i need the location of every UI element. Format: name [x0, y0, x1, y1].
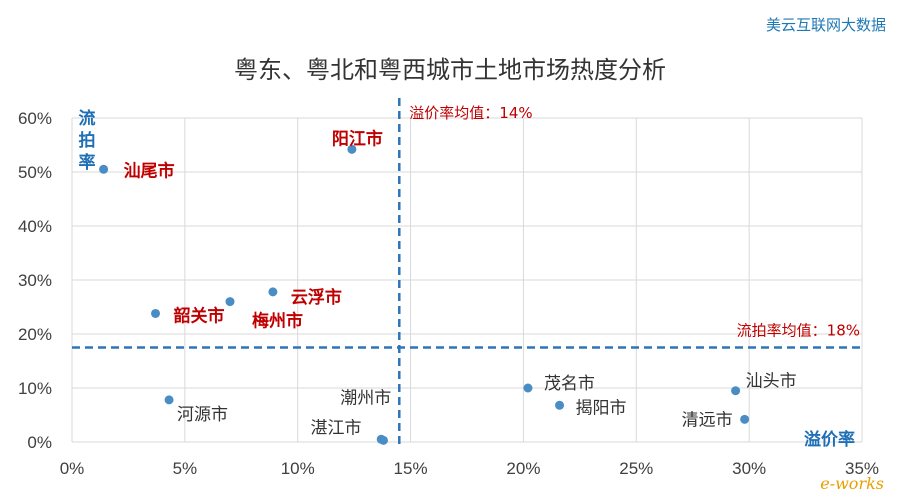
data-point [523, 383, 533, 393]
y-tick-label: 0% [27, 433, 52, 452]
data-point [378, 435, 388, 445]
data-label: 韶关市 [174, 305, 225, 326]
x-tick-label: 30% [732, 459, 766, 478]
watermark-logo: e-works [820, 474, 884, 493]
x-tick-label: 10% [281, 459, 315, 478]
data-point [99, 164, 109, 174]
x-axis-title: 溢价率 [804, 429, 855, 450]
data-point [164, 395, 174, 405]
mean-failure-label: 流拍率均值：18% [737, 322, 860, 340]
data-point [740, 414, 750, 424]
y-tick-label: 60% [18, 109, 52, 128]
data-point [347, 144, 357, 154]
data-label: 湛江市 [310, 418, 361, 438]
y-axis-title: 流拍率 [79, 108, 96, 173]
data-point [731, 386, 741, 396]
data-label: 梅州市 [252, 311, 303, 332]
x-tick-label: 35% [845, 459, 879, 478]
data-label: 河源市 [177, 405, 228, 425]
x-tick-label: 0% [60, 459, 85, 478]
data-label: 揭阳市 [576, 398, 627, 418]
x-tick-label: 15% [394, 459, 428, 478]
data-label: 茂名市 [544, 374, 595, 394]
data-label: 汕头市 [746, 372, 797, 392]
data-point [225, 297, 235, 307]
brand-label: 美云互联网大数据 [765, 16, 886, 34]
x-tick-label: 25% [619, 459, 653, 478]
data-label: 汕尾市 [124, 160, 175, 181]
y-tick-label: 50% [18, 163, 52, 182]
y-tick-label: 30% [18, 271, 52, 290]
mean-premium-label: 溢价率均值：14% [409, 104, 532, 122]
data-label: 阳江市 [332, 128, 383, 149]
y-tick-label: 40% [18, 217, 52, 236]
data-point [151, 308, 161, 318]
chart-title: 粤东、粤北和粤西城市土地市场热度分析 [234, 56, 666, 84]
data-label: 云浮市 [291, 287, 342, 308]
y-tick-label: 10% [18, 379, 52, 398]
data-point [268, 287, 278, 297]
x-tick-label: 5% [173, 459, 198, 478]
data-label: 潮州市 [340, 388, 391, 408]
data-label: 清远市 [682, 410, 733, 430]
x-tick-label: 20% [506, 459, 540, 478]
y-tick-label: 20% [18, 325, 52, 344]
data-point [555, 400, 565, 410]
